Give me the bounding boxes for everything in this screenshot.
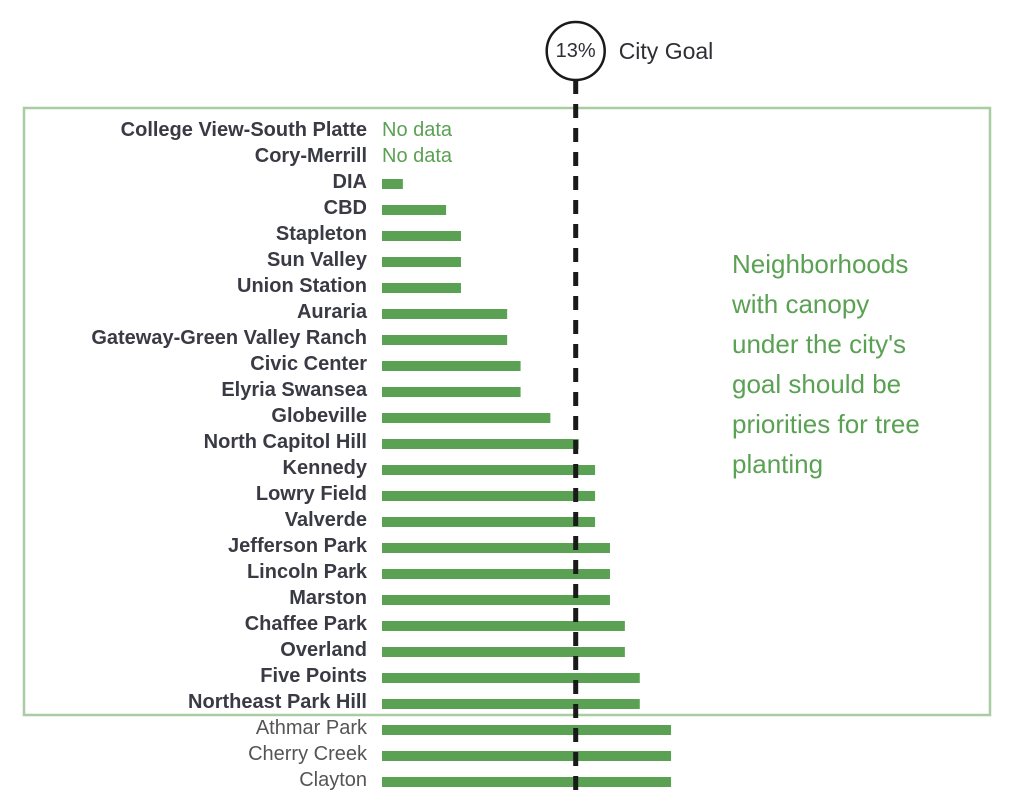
bar: [382, 751, 672, 761]
category-label: Stapleton: [276, 223, 367, 245]
bar: [382, 543, 610, 553]
bar: [382, 491, 596, 501]
category-label: Jefferson Park: [228, 535, 368, 557]
category-label: Chaffee Park: [245, 613, 368, 635]
highlight-box: [22, 106, 992, 717]
category-label: Globeville: [271, 405, 367, 427]
bar: [382, 725, 672, 735]
goal-label: City Goal: [619, 38, 714, 64]
category-label: Five Points: [260, 665, 367, 687]
category-label: Marston: [289, 587, 367, 609]
category-label: Cory-Merrill: [255, 145, 367, 167]
bar: [382, 569, 610, 579]
goal-value: 13%: [556, 40, 596, 62]
category-label: Lincoln Park: [247, 561, 368, 583]
category-label: College View-South Platte: [121, 119, 367, 141]
goal-circle: [545, 20, 606, 82]
category-label: Overland: [280, 639, 367, 661]
category-label: North Capitol Hill: [204, 431, 367, 453]
category-label: Cherry Creek: [248, 743, 368, 765]
bar: [382, 517, 596, 527]
category-label: Valverde: [285, 509, 367, 531]
category-label: Kennedy: [283, 457, 368, 479]
bar: [382, 387, 521, 397]
category-label: Lowry Field: [256, 483, 367, 505]
category-label: Clayton: [299, 769, 367, 791]
bars-group: [382, 179, 672, 787]
annotation-line: priorities for tree: [732, 409, 920, 439]
annotation-line: Neighborhoods: [732, 249, 908, 279]
category-label: Sun Valley: [267, 249, 368, 271]
category-label: Gateway-Green Valley Ranch: [91, 327, 367, 349]
no-data-label: No data: [382, 145, 453, 167]
bar: [382, 621, 625, 631]
category-label: Civic Center: [250, 353, 367, 375]
annotation-line: under the city's: [732, 329, 906, 359]
bar: [382, 231, 461, 241]
annotation-note: Neighborhoods with canopy under the city's…: [731, 249, 920, 479]
bar: [382, 413, 551, 423]
category-label: Athmar Park: [256, 717, 368, 739]
bar: [382, 335, 508, 345]
bar: [382, 309, 508, 319]
bar: [382, 465, 596, 475]
bar: [382, 205, 447, 215]
bar: [382, 283, 461, 293]
bar: [382, 673, 640, 683]
annotation-line: with canopy: [731, 289, 869, 319]
bar: [382, 777, 672, 787]
annotation-line: planting: [732, 449, 823, 479]
bar: [382, 647, 625, 657]
category-label: Northeast Park Hill: [188, 691, 367, 713]
category-label: Elyria Swansea: [221, 379, 368, 401]
annotation-line: goal should be: [732, 369, 901, 399]
bar: [382, 361, 521, 371]
bar: [382, 439, 579, 449]
category-label: Auraria: [297, 301, 368, 323]
category-label: CBD: [324, 197, 367, 219]
bar: [382, 257, 461, 267]
bar: [382, 179, 403, 189]
bar: [382, 595, 610, 605]
category-label: DIA: [333, 171, 367, 193]
labels-group: College View-South Platte No data Cory-Mer…: [91, 119, 453, 791]
bar: [382, 699, 640, 709]
category-label: Union Station: [237, 275, 367, 297]
no-data-label: No data: [382, 119, 453, 141]
